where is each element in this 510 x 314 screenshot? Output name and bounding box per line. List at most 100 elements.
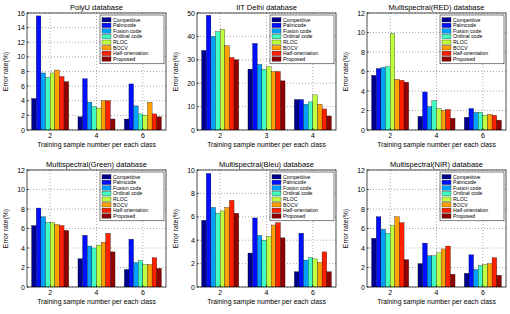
bar (59, 77, 64, 130)
bar (101, 242, 106, 287)
bar (134, 263, 139, 287)
y-tick (367, 228, 369, 229)
bar (322, 109, 327, 130)
y-tick (27, 287, 29, 288)
y-tick (197, 59, 199, 60)
y-tick-label: 8 (191, 190, 195, 197)
legend-swatch (102, 18, 111, 22)
bar (474, 269, 479, 287)
bar (492, 115, 497, 130)
bar (110, 252, 115, 287)
legend-swatch (272, 197, 281, 201)
bars (32, 16, 162, 130)
x-axis-label: Training sample number per each class (37, 298, 156, 306)
x-tick (220, 128, 221, 130)
y-tick (197, 216, 199, 217)
y-tick (197, 13, 199, 14)
chart-title: PolyU database (70, 3, 123, 12)
x-tick-label: 2 (218, 289, 222, 296)
bar (36, 208, 41, 287)
legend-swatch (442, 51, 451, 55)
y-tick-label: 2 (191, 260, 195, 267)
plot-area (367, 13, 506, 130)
x-axis-label: Training sample number per each class (377, 298, 496, 306)
legend-box (440, 15, 504, 64)
y-tick-label: 12 (17, 39, 25, 46)
legend-swatch (442, 191, 451, 195)
y-tick (367, 209, 369, 210)
bars (202, 174, 332, 287)
bar (257, 64, 262, 130)
y-tick-label: 6 (361, 225, 365, 232)
x-tick-label: 4 (95, 132, 99, 139)
y-tick-label: 0 (191, 127, 195, 134)
y-axis-label: Error rate(%) (172, 209, 180, 248)
y-tick (367, 170, 369, 171)
y-tick (367, 52, 369, 53)
x-tick (482, 285, 483, 287)
legend-swatch (272, 18, 281, 22)
bar (220, 29, 225, 130)
bar (248, 69, 253, 130)
bar (313, 95, 318, 130)
x-tick (266, 128, 267, 130)
bar (211, 207, 216, 287)
x-tick (50, 128, 51, 130)
x-tick-label: 2 (218, 132, 222, 139)
bar (450, 118, 455, 130)
bar (299, 233, 304, 287)
bar (83, 79, 88, 130)
legend-swatch (442, 34, 451, 38)
bar (381, 68, 386, 130)
x-tick-label: 6 (481, 132, 485, 139)
y-axis-label: Error rate(%) (2, 209, 10, 248)
legend-swatch (442, 29, 451, 33)
bar (41, 73, 46, 130)
bar (157, 117, 162, 130)
bar (294, 100, 299, 130)
bar (36, 16, 41, 130)
y-tick-label: 8 (361, 49, 365, 56)
x-tick (220, 285, 221, 287)
y-tick (27, 209, 29, 210)
y-tick-label: 8 (361, 206, 365, 213)
y-tick-label: 10 (357, 29, 365, 36)
y-tick-label: 4 (21, 97, 25, 104)
x-tick (96, 128, 97, 130)
bar (262, 69, 267, 130)
bar (97, 245, 102, 287)
legend-swatch (442, 208, 451, 212)
legend-swatch (102, 180, 111, 184)
bar (124, 119, 129, 130)
legend-label: Proposed (283, 213, 305, 219)
y-tick (27, 248, 29, 249)
y-tick-label: 40 (187, 33, 195, 40)
bar (46, 223, 51, 287)
legend-label: Proposed (113, 56, 135, 62)
bar (267, 237, 272, 287)
x-tick (312, 128, 313, 130)
bar (271, 72, 276, 131)
y-tick (367, 267, 369, 268)
bar (276, 223, 281, 287)
bar (129, 239, 134, 287)
bar (138, 261, 143, 287)
bar (280, 81, 285, 130)
y-tick (367, 71, 369, 72)
legend-swatch (442, 214, 451, 218)
y-tick-label: 4 (191, 237, 195, 244)
plot-area (27, 13, 166, 130)
bar (427, 256, 432, 287)
bar (492, 258, 497, 287)
bar (206, 15, 211, 130)
y-tick (27, 170, 29, 171)
bar (229, 200, 234, 287)
x-axis-label: Training sample number per each class (207, 298, 326, 306)
y-tick (197, 170, 199, 171)
y-tick-label: 8 (21, 68, 25, 75)
legend-label: Proposed (113, 213, 135, 219)
y-tick-label: 6 (361, 68, 365, 75)
plot-frame (197, 13, 336, 130)
bar (253, 43, 258, 130)
y-tick-label: 2 (361, 107, 365, 114)
